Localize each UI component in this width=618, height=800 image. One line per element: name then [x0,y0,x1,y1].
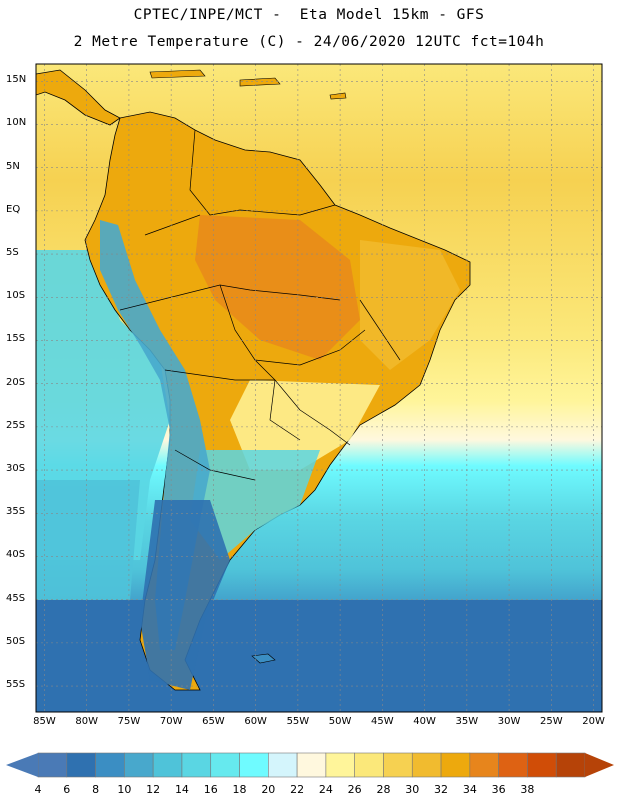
colorbar-tick-label: 34 [462,783,477,796]
colorbar-swatch [555,752,586,778]
colorbar-tick-label: 28 [376,783,391,796]
lat-label: 5S [6,247,19,259]
lat-label: 50S [6,635,26,647]
colorbar-tick-label: 4 [34,783,42,796]
lat-label: 15S [6,333,26,345]
country-borders [119,129,401,481]
colorbar-tick-label: 26 [347,783,362,796]
lon-label: 50W [328,716,352,727]
interior-hot-zone [195,215,360,360]
colorbar [6,752,614,778]
colorbar-tick-label: 24 [318,783,333,796]
colorbar-swatch [411,752,442,778]
lat-label: 10S [6,290,26,302]
pampas-zone [190,450,320,560]
lon-label: 70W [159,716,183,727]
colorbar-swatch [440,752,471,778]
lat-label: EQ [6,203,21,215]
pacific-cold-field [36,480,140,600]
colorbar-swatch [181,752,212,778]
lon-label: 35W [455,716,479,727]
lon-label: 75W [117,716,141,727]
colorbar-swatch [469,752,499,778]
colorbar-swatch [37,752,68,778]
lat-label: 25S [6,419,26,431]
lon-label: 40W [413,716,436,727]
colorbar-swatch [325,752,355,778]
colorbar-tick-label: 30 [405,783,420,796]
lat-label: 10N [6,117,27,129]
colorbar-tick-label: 20 [261,783,276,796]
map-frame [35,63,603,713]
lon-label: 55W [286,716,310,727]
colorbar-tick-label: 38 [520,783,535,796]
colorbar-swatch [95,752,125,778]
lat-label: 15N [6,74,27,86]
south-brazil-zone [230,380,380,470]
colorbar-tick-label: 22 [290,783,305,796]
colorbar-swatch [66,752,96,778]
lat-label: 45S [6,592,26,604]
falkland-islands [251,653,276,664]
colorbar-high-arrow [585,753,614,777]
colorbar-tick-label: 10 [117,783,132,796]
patagonia-zone [140,500,230,690]
colorbar-swatch [498,752,528,778]
lat-label: 40S [6,549,26,561]
colorbar-swatch [152,752,183,778]
colorbar-swatch [354,752,384,778]
lon-label: 45W [371,716,394,727]
colorbar-swatch [268,752,298,778]
central-america-landmass [36,69,121,126]
caribbean-islands [149,69,347,100]
lat-label: 55S [6,679,26,691]
colorbar-tick-label: 8 [92,783,100,796]
lon-label: 80W [75,716,98,727]
lon-label: 85W [33,716,56,727]
colorbar-swatch [239,752,269,778]
colorbar-swatch [210,752,240,778]
lat-label: 5N [6,160,20,172]
colorbar-tick-label: 14 [174,783,189,796]
map-title-line2: 2 Metre Temperature (C) - 24/06/2020 12U… [73,34,545,50]
lon-label: 25W [540,716,563,727]
colorbar-tick-label: 18 [232,783,247,796]
graticule [36,64,602,712]
colorbar-low-arrow [6,753,38,777]
colorbar-tick-label: 32 [434,783,449,796]
colorbar-tick-label: 36 [491,783,506,796]
colorbar-tick-label: 12 [146,783,161,796]
lon-label: 65W [202,716,225,727]
lon-label: 20W [582,716,605,727]
lon-label: 30W [497,716,521,727]
lat-label: 30S [6,463,26,475]
map-title-line1: CPTEC/INPE/MCT - Eta Model 15km - GFS [133,7,485,23]
colorbar-swatch [296,752,327,778]
colorbar-swatch [124,752,154,778]
colorbar-swatch [527,752,557,778]
lat-label: 35S [6,506,26,518]
colorbar-swatch [383,752,413,778]
south-ocean-field [36,600,602,712]
lon-label: 60W [244,716,267,727]
colorbar-tick-label: 6 [63,783,71,796]
lat-label: 20S [6,376,26,388]
colorbar-tick-label: 16 [203,783,218,796]
